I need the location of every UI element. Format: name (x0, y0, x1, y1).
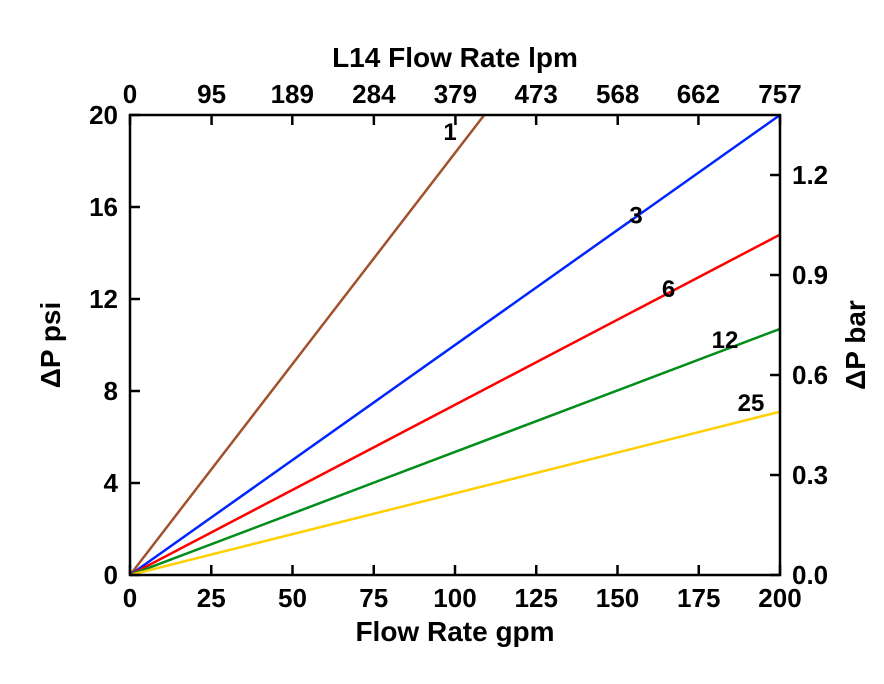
x-top-tick-label: 95 (197, 79, 226, 109)
chart: 0255075100125150175200Flow Rate gpm09518… (0, 0, 884, 684)
x-top-tick-label: 379 (434, 79, 477, 109)
x-bottom-label: Flow Rate gpm (355, 616, 554, 647)
x-top-tick-label: 189 (271, 79, 314, 109)
x-bottom-tick-label: 100 (433, 583, 476, 613)
series-label-1: 1 (443, 119, 456, 146)
y-left-label: ΔP psi (35, 302, 66, 389)
y-left-tick-label: 16 (89, 192, 118, 222)
chart-title-top: L14 Flow Rate lpm (332, 42, 578, 73)
y-left-tick-label: 12 (89, 284, 118, 314)
x-bottom-tick-label: 75 (359, 583, 388, 613)
x-bottom-tick-label: 125 (515, 583, 558, 613)
x-bottom-tick-label: 175 (677, 583, 720, 613)
y-left-tick-label: 4 (104, 468, 119, 498)
y-right-tick-label: 0.3 (792, 460, 828, 490)
x-top-tick-label: 284 (352, 79, 396, 109)
y-left-tick-label: 0 (104, 560, 118, 590)
x-bottom-tick-label: 50 (278, 583, 307, 613)
series-label-12: 12 (712, 327, 739, 354)
y-right-tick-label: 0.9 (792, 260, 828, 290)
x-top-tick-label: 757 (758, 79, 801, 109)
x-top-tick-label: 0 (123, 79, 137, 109)
series-label-6: 6 (662, 276, 675, 303)
y-left-tick-label: 8 (104, 376, 118, 406)
y-right-label: ΔP bar (840, 300, 871, 390)
x-bottom-tick-label: 0 (123, 583, 137, 613)
x-bottom-tick-label: 150 (596, 583, 639, 613)
x-top-tick-label: 662 (677, 79, 720, 109)
y-right-tick-label: 1.2 (792, 160, 828, 190)
y-right-tick-label: 0.6 (792, 360, 828, 390)
series-label-3: 3 (629, 202, 642, 229)
series-label-25: 25 (738, 390, 765, 417)
y-left-tick-label: 20 (89, 100, 118, 130)
x-bottom-tick-label: 25 (197, 583, 226, 613)
y-right-tick-label: 0.0 (792, 560, 828, 590)
x-top-tick-label: 568 (596, 79, 639, 109)
x-top-tick-label: 473 (514, 79, 557, 109)
